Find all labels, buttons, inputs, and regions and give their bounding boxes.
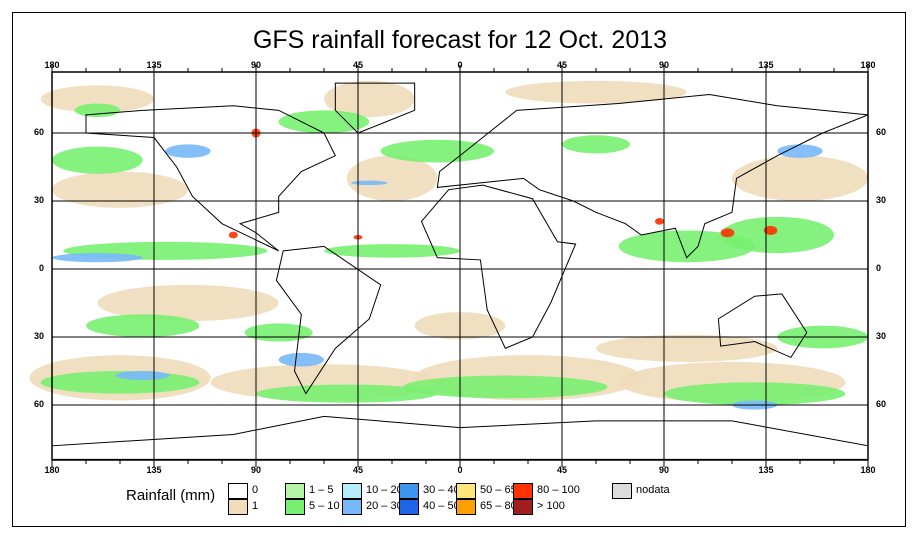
rain-band-light: [505, 80, 687, 104]
legend-swatch: [285, 483, 305, 499]
rain-band-light: [596, 334, 778, 362]
legend-swatch: [228, 499, 248, 515]
lat-label-right: 60: [876, 399, 887, 409]
rain-band-moderate: [664, 382, 846, 405]
lon-label-top: 135: [146, 60, 162, 70]
rain-band-light: [52, 171, 188, 208]
rain-band-moderate: [720, 216, 834, 254]
legend-swatch: [513, 499, 533, 515]
legend-label: 40 – 50: [423, 500, 460, 512]
rain-band-moderate: [256, 384, 438, 403]
lat-label-left: 30: [33, 331, 44, 341]
lon-label-top: 45: [352, 60, 363, 70]
lon-label-top: 45: [556, 60, 567, 70]
lon-label-top: 180: [860, 60, 876, 70]
rain-band-heavy: [115, 371, 170, 381]
lat-label-left: 60: [33, 127, 44, 137]
rain-cell-intense: [228, 231, 238, 239]
legend-swatch: [456, 483, 476, 499]
lon-label-bottom: 45: [556, 465, 567, 475]
legend-swatch: [285, 499, 305, 515]
rain-band-light: [732, 155, 868, 201]
legend-label: 10 – 20: [366, 484, 403, 496]
legend-label: > 100: [537, 500, 565, 512]
rain-band-heavy: [52, 253, 143, 263]
rain-band-light: [346, 155, 438, 201]
legend-label: 30 – 40: [423, 484, 460, 496]
lon-label-bottom: 0: [457, 465, 463, 475]
lon-label-bottom: 90: [658, 465, 669, 475]
legend-swatch: [399, 483, 419, 499]
lon-label-bottom: 45: [352, 465, 363, 475]
rain-band-moderate: [86, 314, 200, 337]
continent-africa: [420, 184, 577, 349]
rain-band-moderate: [74, 103, 120, 118]
legend-label: 5 – 10: [309, 500, 340, 512]
continent-south-america: [275, 245, 382, 395]
rain-band-heavy: [777, 144, 823, 158]
legend-label: 1: [252, 500, 259, 512]
lon-label-top: 90: [658, 60, 669, 70]
figure-frame: [12, 12, 906, 527]
legend-swatch: [342, 483, 362, 499]
rain-cell-intense: [763, 225, 778, 235]
rain-band-moderate: [562, 135, 630, 154]
rain-cell-intense: [654, 218, 664, 225]
rain-band-moderate: [244, 323, 313, 342]
rain-band-heavy: [351, 180, 388, 186]
lon-label-bottom: 180: [860, 465, 876, 475]
legend-label: nodata: [636, 484, 670, 496]
continent-greenland: [334, 82, 416, 134]
legend-label: 20 – 30: [366, 500, 403, 512]
rain-band-light: [97, 284, 279, 322]
lat-label-left: 0: [38, 263, 44, 273]
rain-band-light: [324, 80, 415, 118]
continent-australia: [717, 293, 808, 359]
rain-band-moderate: [380, 139, 495, 163]
rain-band-moderate: [403, 375, 608, 399]
legend-title: Rainfall (mm): [126, 487, 216, 504]
lat-label-left: 30: [33, 195, 44, 205]
lon-label-top: 135: [758, 60, 774, 70]
legend-swatch: [513, 483, 533, 499]
rain-band-heavy: [165, 144, 211, 158]
lon-label-top: 0: [457, 60, 463, 70]
legend-swatch: [399, 499, 419, 515]
rain-band-moderate: [278, 110, 370, 133]
legend-label: 0: [252, 484, 259, 496]
lat-label-right: 60: [876, 127, 887, 137]
rain-band-moderate: [52, 146, 143, 174]
legend-swatch: [612, 483, 632, 499]
lon-label-top: 180: [44, 60, 60, 70]
lat-label-right: 0: [876, 263, 882, 273]
continent-eurasia: [436, 93, 869, 259]
legend-swatch: [456, 499, 476, 515]
legend-label: 65 – 80: [480, 500, 517, 512]
lon-label-bottom: 180: [44, 465, 60, 475]
lat-label-right: 30: [876, 195, 887, 205]
lat-label-right: 30: [876, 331, 887, 341]
lon-label-bottom: 90: [250, 465, 261, 475]
legend-label: 50 – 65: [480, 484, 517, 496]
rain-cell-intense: [720, 228, 735, 238]
lon-label-bottom: 135: [146, 465, 162, 475]
rain-band-moderate: [324, 244, 460, 258]
legend-swatch: [228, 483, 248, 499]
lon-label-top: 90: [250, 60, 261, 70]
lat-label-left: 60: [33, 399, 44, 409]
lon-label-bottom: 135: [758, 465, 774, 475]
map-title: GFS rainfall forecast for 12 Oct. 2013: [252, 26, 668, 54]
continent-north-america: [85, 105, 337, 252]
rain-band-moderate: [618, 230, 755, 263]
rain-band-light: [40, 85, 154, 113]
rain-band-heavy: [278, 352, 325, 367]
legend-label: 1 – 5: [309, 484, 334, 496]
legend-label: 80 – 100: [537, 484, 580, 496]
legend-swatch: [342, 499, 362, 515]
